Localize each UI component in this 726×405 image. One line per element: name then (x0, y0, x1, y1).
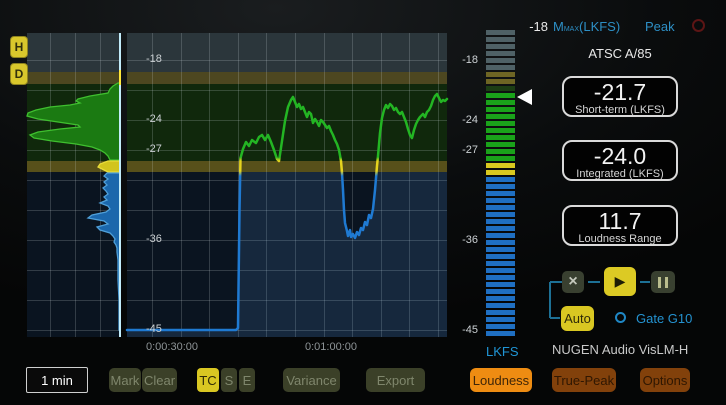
play-icon: ▶ (614, 273, 626, 289)
integrated-readout: -24.0 Integrated (LKFS) (562, 140, 678, 181)
gate-indicator[interactable] (615, 312, 626, 323)
play-button[interactable]: ▶ (604, 267, 636, 296)
short-term-loudness-trace (125, 92, 449, 337)
graph-y-tick-label: -27 (146, 143, 162, 155)
transport-connector-lines (549, 281, 650, 319)
variance-button[interactable]: Variance (283, 368, 340, 392)
preset-label: ATSC A/85 (588, 46, 652, 61)
histogram-blue (86, 172, 121, 331)
reset-button[interactable]: × (562, 271, 584, 293)
graph-y-tick-label: -24 (146, 113, 162, 125)
mark-button[interactable]: Mark (109, 368, 141, 392)
loudness-range-label: Loudness Range (578, 233, 662, 245)
meter-y-tick-label: -36 (462, 234, 478, 246)
branding-text: NUGEN Audio VisLM-H (552, 342, 689, 357)
time-axis-label: 0:00:30:00 (146, 341, 198, 353)
histogram-button-h[interactable]: H (10, 36, 28, 58)
graph-y-tick-label: -45 (146, 323, 162, 335)
histogram-yellow (97, 160, 121, 173)
short-term-value: -21.7 (593, 79, 647, 105)
clear-button[interactable]: Clear (142, 368, 177, 392)
meter-y-tick-label: -24 (462, 114, 478, 126)
loudness-tab-button[interactable]: Loudness (470, 368, 532, 392)
options-button[interactable]: Options (640, 368, 690, 392)
pause-icon (658, 276, 668, 288)
export-button[interactable]: Export (366, 368, 425, 392)
graph-y-tick-label: -18 (146, 53, 162, 65)
short-term-readout: -21.7 Short-term (LKFS) (562, 76, 678, 117)
graph-y-tick-label: -36 (146, 233, 162, 245)
peak-indicator-lamp[interactable] (692, 19, 705, 32)
integrated-value: -24.0 (593, 143, 647, 169)
mmax-label: MMAX(LKFS) (553, 19, 621, 34)
integrated-label: Integrated (LKFS) (576, 168, 664, 180)
loudness-range-readout: 11.7 Loudness Range (562, 205, 678, 246)
timecode-button-tc[interactable]: TC (197, 368, 219, 392)
loudness-histogram (26, 82, 121, 331)
segment-loudness-meter (486, 30, 532, 336)
meter-unit-label: LKFS (486, 344, 519, 359)
meter-y-tick-label: -27 (462, 144, 478, 156)
loudness-range-value: 11.7 (598, 208, 642, 234)
timecode-button-s[interactable]: S (221, 368, 237, 392)
history-window-select[interactable]: 1 min (26, 367, 88, 393)
auto-button[interactable]: Auto (561, 306, 594, 331)
histogram-green (26, 82, 121, 161)
timecode-button-e[interactable]: E (239, 368, 255, 392)
true-peak-tab-button[interactable]: True-Peak (552, 368, 616, 392)
graph-zones (27, 33, 447, 337)
mmax-value: -18 (529, 19, 548, 34)
meter-y-tick-label: -18 (462, 54, 478, 66)
short-term-pointer (517, 89, 532, 105)
histogram-button-d[interactable]: D (10, 63, 28, 85)
pause-button[interactable] (651, 271, 675, 293)
peak-label: Peak (645, 19, 675, 34)
gate-label: Gate G10 (636, 311, 693, 326)
time-axis-label: 0:01:00:00 (305, 341, 357, 353)
meter-y-tick-label: -45 (462, 324, 478, 336)
short-term-label: Short-term (LKFS) (575, 104, 665, 116)
